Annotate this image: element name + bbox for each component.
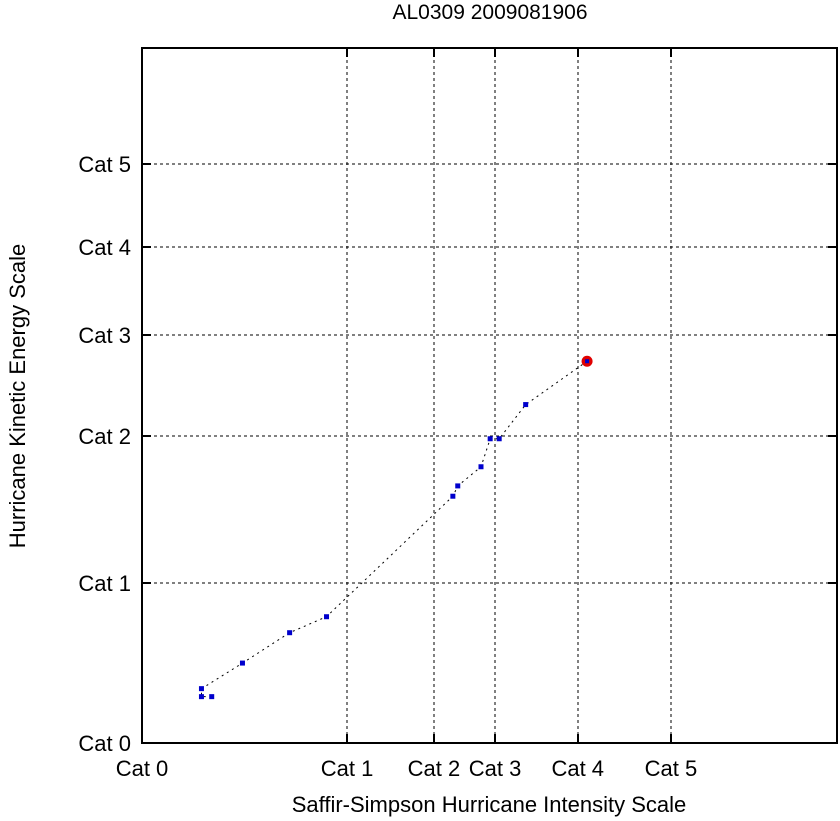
x-tick-label-1: Cat 1	[321, 756, 374, 781]
track-point-8	[478, 464, 484, 470]
track-point-6	[450, 493, 456, 499]
chart-title: AL0309 2009081906	[392, 1, 587, 24]
x-tick-label-0: Cat 0	[116, 756, 169, 781]
plot-border	[141, 47, 838, 744]
y-tick-label-1: Cat 1	[78, 571, 131, 596]
track-point-3	[239, 660, 245, 666]
tick-labels: Cat 0 Cat 1 Cat 2 Cat 3 Cat 4 Cat 5 Cat 0 Cat 1…	[78, 152, 697, 781]
y-tick-label-0: Cat 0	[78, 731, 131, 756]
y-tick-label-5: Cat 5	[78, 152, 131, 177]
y-axis-title: Hurricane Kinetic Energy Scale	[5, 244, 30, 548]
track-point-1	[198, 694, 204, 700]
track-point-5	[324, 614, 330, 620]
y-tick-label-2: Cat 2	[78, 424, 131, 449]
y-tick-label-4: Cat 4	[78, 235, 131, 260]
gridlines	[142, 48, 837, 743]
x-tick-label-5: Cat 5	[645, 756, 698, 781]
track-point-2	[198, 686, 204, 692]
track-point-0	[209, 694, 215, 700]
track-point-10	[496, 436, 502, 442]
x-tick-label-3: Cat 3	[469, 756, 522, 781]
y-tick-label-3: Cat 3	[78, 323, 131, 348]
x-tick-label-4: Cat 4	[551, 756, 604, 781]
current-position-inner-marker-0	[585, 359, 590, 364]
axes	[141, 47, 838, 744]
x-tick-label-2: Cat 2	[408, 756, 461, 781]
track-point-7	[455, 483, 461, 489]
track-point-11	[523, 402, 529, 408]
track-line	[201, 360, 588, 698]
track-point-4	[287, 630, 293, 636]
x-axis-title: Saffir-Simpson Hurricane Intensity Scale	[292, 792, 687, 817]
track-point-9	[487, 436, 493, 442]
data-series	[198, 355, 593, 700]
